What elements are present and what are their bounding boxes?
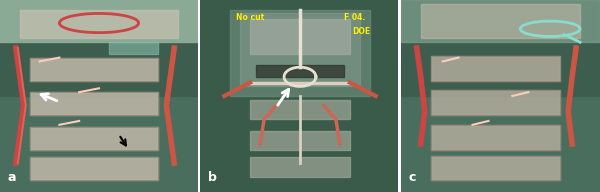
Bar [431,56,560,81]
Bar [431,156,560,180]
Bar [30,157,158,180]
Bar [431,56,560,81]
Bar [431,90,560,115]
Text: DOE: DOE [352,27,370,36]
Bar [30,127,158,150]
Bar [0,0,198,96]
Text: b: b [208,171,217,184]
Bar [401,0,600,42]
Bar [109,42,158,54]
Bar [30,92,158,115]
Text: No cut: No cut [236,13,265,22]
Bar [230,10,370,96]
Bar [30,127,158,150]
Text: F 04.: F 04. [344,13,365,22]
Text: a: a [8,171,16,184]
Bar [401,0,600,96]
Bar [250,131,350,150]
Bar [250,19,350,54]
Bar [431,90,560,115]
Text: c: c [409,171,416,184]
Bar [30,157,158,180]
Bar [30,92,158,115]
Bar [421,4,580,38]
Bar [250,157,350,177]
Bar [250,100,350,119]
Bar [431,125,560,150]
Bar [30,58,158,81]
Bar [256,65,344,77]
Bar [431,156,560,180]
Bar [30,58,158,81]
Bar [240,13,360,86]
Bar [431,125,560,150]
